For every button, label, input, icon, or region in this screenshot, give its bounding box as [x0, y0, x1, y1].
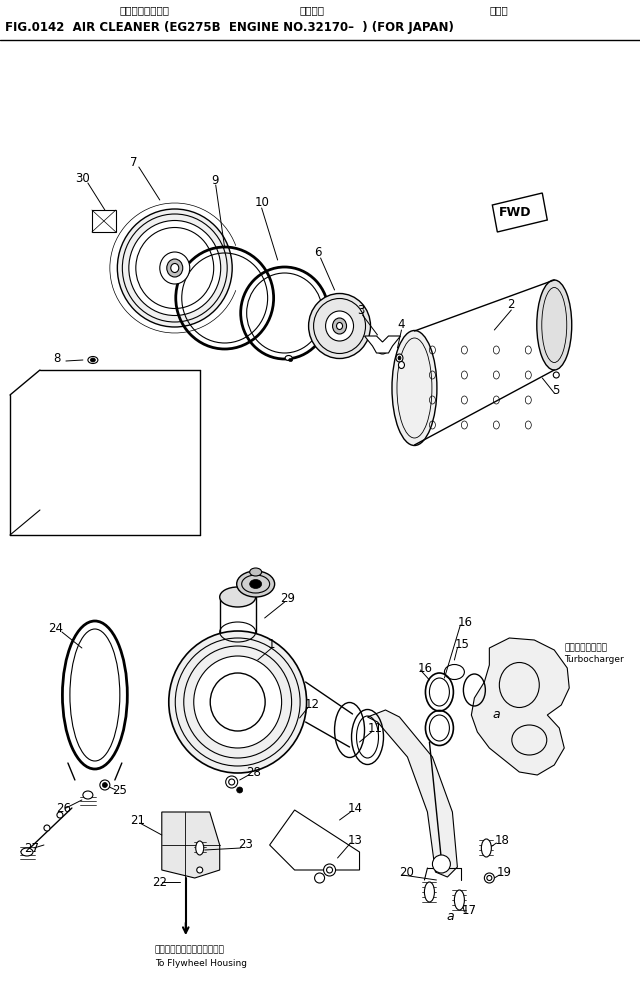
Ellipse shape — [337, 322, 342, 330]
Ellipse shape — [487, 876, 492, 881]
Text: 20: 20 — [399, 866, 414, 879]
Text: a: a — [492, 708, 500, 721]
Text: 14: 14 — [347, 802, 363, 815]
Text: 2: 2 — [507, 298, 515, 311]
Text: 19: 19 — [496, 866, 512, 879]
Polygon shape — [270, 810, 360, 870]
Polygon shape — [365, 336, 401, 353]
Ellipse shape — [226, 776, 238, 788]
Ellipse shape — [537, 280, 572, 370]
Ellipse shape — [399, 361, 404, 368]
Ellipse shape — [326, 867, 333, 873]
Text: 26: 26 — [56, 802, 71, 815]
Ellipse shape — [396, 354, 403, 362]
Text: 18: 18 — [494, 833, 509, 846]
Text: 24: 24 — [48, 622, 63, 634]
Ellipse shape — [249, 579, 262, 588]
Ellipse shape — [169, 631, 306, 773]
Text: 6: 6 — [315, 246, 322, 259]
Ellipse shape — [481, 839, 492, 857]
Ellipse shape — [100, 780, 110, 790]
Text: 13: 13 — [347, 833, 362, 846]
Ellipse shape — [83, 791, 93, 799]
Text: 国内向: 国内向 — [489, 5, 508, 15]
Ellipse shape — [485, 873, 494, 883]
Text: FWD: FWD — [499, 207, 532, 220]
Text: 16: 16 — [458, 616, 472, 628]
Text: Turbocharger: Turbocharger — [564, 655, 624, 665]
Text: FIG.0142  AIR CLEANER (EG275B  ENGINE NO.32170–  ) (FOR JAPAN): FIG.0142 AIR CLEANER (EG275B ENGINE NO.3… — [5, 22, 454, 34]
Text: 17: 17 — [462, 903, 476, 916]
Text: 11: 11 — [367, 721, 383, 735]
Ellipse shape — [197, 867, 203, 873]
Text: エアー　クリーナ: エアー クリーナ — [120, 5, 170, 15]
Text: a: a — [447, 909, 454, 923]
Text: 7: 7 — [130, 156, 137, 168]
Text: 16: 16 — [417, 662, 433, 675]
Polygon shape — [92, 210, 116, 232]
Ellipse shape — [171, 264, 179, 273]
Ellipse shape — [454, 890, 464, 910]
Text: To Flywheel Housing: To Flywheel Housing — [154, 958, 247, 967]
Text: 29: 29 — [279, 592, 295, 605]
Text: 10: 10 — [254, 196, 269, 210]
Text: 適用号機: 適用号機 — [299, 5, 324, 15]
Ellipse shape — [44, 825, 50, 831]
Ellipse shape — [117, 209, 232, 327]
Text: 8: 8 — [53, 352, 60, 364]
Ellipse shape — [57, 812, 63, 818]
Ellipse shape — [229, 779, 235, 785]
Ellipse shape — [210, 673, 265, 731]
Ellipse shape — [398, 356, 401, 360]
Ellipse shape — [21, 848, 33, 856]
Text: 9: 9 — [212, 173, 219, 186]
Ellipse shape — [103, 782, 107, 787]
Text: 15: 15 — [454, 638, 469, 651]
Ellipse shape — [288, 359, 292, 361]
Text: 3: 3 — [358, 303, 365, 316]
Ellipse shape — [237, 571, 274, 597]
Ellipse shape — [237, 787, 243, 793]
Ellipse shape — [315, 873, 324, 883]
Ellipse shape — [376, 342, 388, 354]
Text: 22: 22 — [152, 876, 167, 888]
Ellipse shape — [196, 841, 204, 855]
Text: 4: 4 — [397, 318, 405, 332]
Text: 27: 27 — [24, 841, 39, 855]
Ellipse shape — [285, 356, 292, 361]
Text: 23: 23 — [238, 838, 253, 851]
Ellipse shape — [424, 882, 435, 902]
Ellipse shape — [220, 587, 256, 607]
Ellipse shape — [433, 855, 451, 873]
Text: フライホイールハウジングへ: フライホイールハウジングへ — [154, 946, 224, 954]
Ellipse shape — [129, 221, 221, 315]
Ellipse shape — [160, 252, 190, 284]
Polygon shape — [162, 812, 220, 878]
Text: 12: 12 — [304, 698, 320, 711]
Text: 30: 30 — [75, 171, 90, 184]
Ellipse shape — [333, 318, 347, 334]
Text: 1: 1 — [268, 638, 275, 651]
Ellipse shape — [553, 372, 559, 378]
Ellipse shape — [392, 331, 437, 445]
Text: 25: 25 — [112, 783, 127, 797]
Ellipse shape — [324, 864, 335, 876]
Ellipse shape — [308, 294, 370, 359]
Ellipse shape — [88, 357, 98, 363]
Polygon shape — [492, 193, 547, 232]
Text: 21: 21 — [130, 814, 145, 826]
Ellipse shape — [326, 311, 354, 341]
Ellipse shape — [167, 259, 183, 277]
Polygon shape — [367, 710, 458, 877]
Text: 5: 5 — [553, 383, 560, 397]
Text: 28: 28 — [246, 765, 260, 778]
Ellipse shape — [194, 656, 281, 748]
Polygon shape — [471, 638, 569, 775]
Ellipse shape — [90, 358, 96, 362]
Ellipse shape — [249, 568, 262, 576]
Text: ターボチャージャ: ターボチャージャ — [564, 643, 607, 652]
